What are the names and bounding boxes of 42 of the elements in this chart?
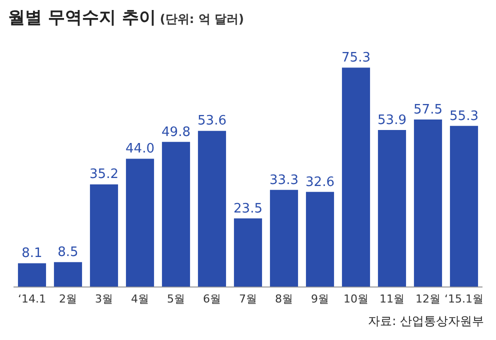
x-tick-label: 2월: [59, 292, 77, 306]
data-label: 23.5: [234, 201, 262, 216]
data-label: 53.9: [378, 112, 406, 128]
data-label: 55.3: [450, 108, 478, 124]
data-label: 57.5: [414, 102, 442, 118]
x-tick-label: 8월: [275, 292, 293, 306]
bar: [126, 158, 154, 287]
data-label: 49.8: [162, 124, 190, 140]
data-label: 33.3: [270, 172, 298, 188]
x-tick-label: 5월: [167, 292, 185, 306]
bar: [270, 190, 298, 287]
data-label: 44.0: [126, 142, 154, 157]
x-tick-label: 11월: [380, 292, 404, 306]
data-label: 8.5: [58, 244, 78, 260]
bar: [198, 130, 226, 287]
data-label: 75.3: [342, 50, 370, 66]
data-label: 35.2: [90, 167, 118, 182]
x-tick-label: ‘15.1월: [444, 292, 484, 306]
bar: [306, 192, 334, 287]
x-tick-label: 4월: [131, 292, 149, 306]
data-label: 53.6: [198, 114, 226, 129]
data-label: 32.6: [306, 174, 334, 190]
bar: [234, 218, 262, 287]
x-tick-label: ‘14.1: [18, 292, 46, 306]
chart-title: 월별 무역수지 추이: [8, 8, 156, 28]
bar: [90, 184, 118, 287]
bar: [342, 68, 370, 287]
x-tick-label: 7월: [239, 292, 257, 306]
bar: [450, 126, 478, 287]
bar: [162, 142, 190, 287]
chart-subtitle: (단위: 억 달러): [160, 12, 244, 26]
text: 자료: 산업통상자원부: [368, 313, 484, 330]
x-tick-label: 12월: [416, 292, 440, 306]
bar: [54, 262, 82, 287]
bar: [18, 263, 46, 287]
x-tick-label: 10월: [344, 292, 368, 306]
data-label: 8.1: [22, 246, 42, 262]
bar: [414, 119, 442, 287]
x-tick-label: 6월: [203, 292, 221, 306]
x-tick-label: 3월: [95, 292, 113, 306]
x-tick-label: 9월: [311, 292, 329, 306]
bar: [378, 130, 406, 287]
